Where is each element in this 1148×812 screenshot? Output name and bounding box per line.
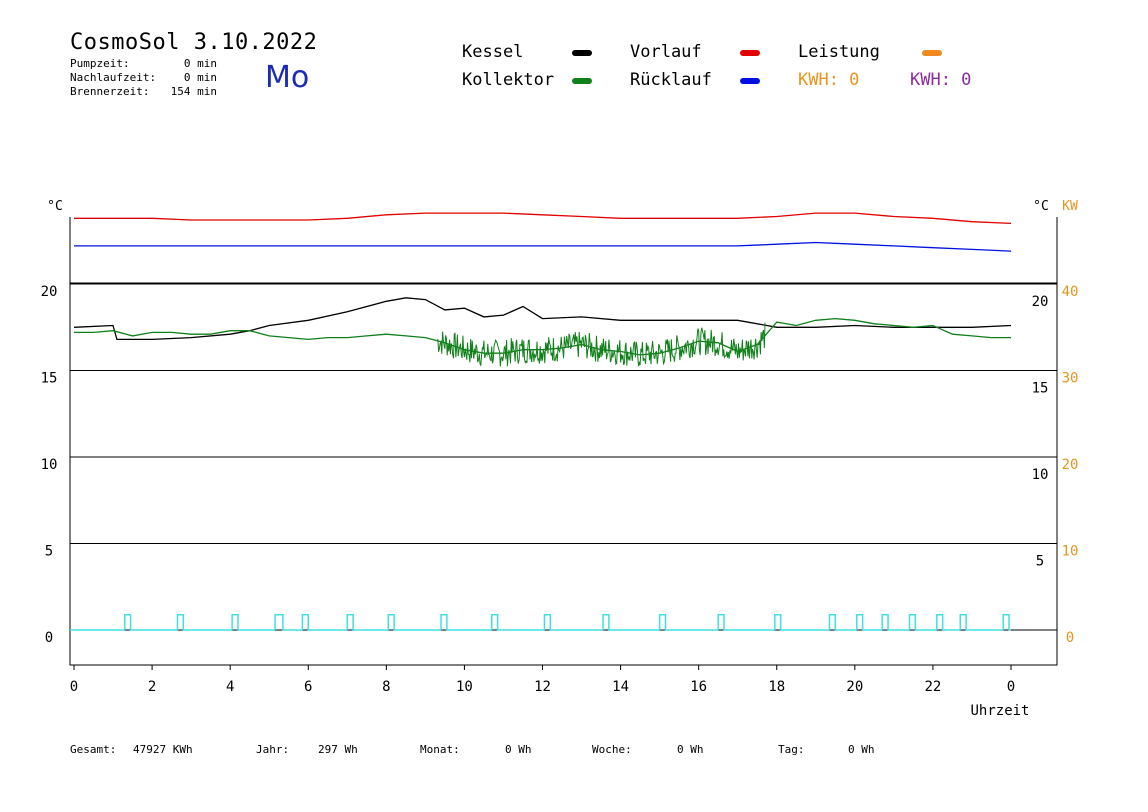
footer-label-monat: Monat:	[420, 743, 460, 756]
x-tick-label: 14	[612, 679, 629, 695]
left-tick-label: 10	[41, 457, 58, 473]
kw-tick-label: 0	[1066, 630, 1074, 646]
x-tick-label: 20	[846, 679, 863, 695]
series-line-vorlauf	[74, 212, 1012, 225]
pulse-mark	[774, 613, 830, 631]
x-tick-label: 4	[226, 679, 234, 695]
x-tick-label: 12	[534, 679, 551, 695]
right-tick-label: 20	[1032, 294, 1049, 310]
footer-label-jahr: Jahr:	[256, 743, 290, 756]
x-axis-label: Uhrzeit	[970, 703, 1029, 719]
pulse-mark	[1002, 613, 1011, 631]
x-tick-label: 22	[924, 679, 941, 695]
pulse-mark	[881, 613, 910, 631]
pulse-mark	[301, 613, 348, 631]
legend-swatch-kessel	[572, 50, 592, 56]
pulse-mark	[828, 613, 857, 631]
x-tick-label: 0	[1007, 679, 1015, 695]
footer-value-monat: 0 Wh	[505, 743, 532, 756]
page-title: CosmoSol 3.10.2022	[70, 30, 318, 55]
info-value-brennerzeit: 154 min	[170, 85, 217, 98]
pulse-mark	[658, 613, 719, 631]
legend-swatch-ruecklauf	[740, 78, 760, 84]
pulse-mark	[602, 613, 660, 631]
series-line-rücklauf	[74, 241, 1012, 252]
legend-swatch-leistung	[922, 50, 942, 56]
x-tick-label: 6	[304, 679, 312, 695]
kw-tick-label: 10	[1062, 544, 1079, 560]
pulse-mark	[856, 613, 883, 631]
series-line-kollektor	[74, 317, 1011, 356]
x-tick-label: 8	[382, 679, 390, 695]
right-axis-unit-c: °C	[1033, 199, 1049, 214]
pulse-mark	[908, 613, 937, 631]
left-axis-unit: °C	[47, 199, 63, 214]
right-tick-label: 15	[1032, 381, 1049, 397]
footer-value-tag: 0 Wh	[848, 743, 875, 756]
footer-label-woche: Woche:	[592, 743, 632, 756]
info-label-nachlaufzeit: Nachlaufzeit:	[70, 71, 157, 84]
x-tick-label: 16	[690, 679, 707, 695]
legend-swatch-vorlauf	[740, 50, 760, 56]
info-value-pumpzeit: 0 min	[183, 57, 217, 70]
footer-label-gesamt: Gesamt:	[70, 743, 117, 756]
series-line-kessel	[73, 297, 1012, 341]
legend-label-leistung: Leistung	[798, 42, 880, 62]
right-tick-label: 5	[1036, 554, 1044, 570]
footer-label-tag: Tag:	[778, 743, 805, 756]
pulse-mark	[959, 613, 1004, 631]
pulse-mark	[936, 613, 961, 631]
kw-tick-label: 40	[1062, 284, 1079, 300]
info-label-brennerzeit: Brennerzeit:	[70, 85, 150, 98]
kwh-label-orange: KWH: 0	[798, 70, 860, 90]
info-label-pumpzeit: Pumpzeit:	[70, 57, 130, 70]
info-value-nachlaufzeit: 0 min	[183, 71, 217, 84]
x-tick-label: 0	[70, 679, 78, 695]
right-tick-label: 10	[1032, 467, 1049, 483]
weekday-label: Mo	[265, 60, 310, 95]
pulse-mark	[543, 613, 604, 631]
x-tick-label: 10	[456, 679, 473, 695]
left-tick-label: 0	[45, 630, 53, 646]
pulse-mark	[274, 613, 303, 631]
legend-label-vorlauf: Vorlauf	[630, 42, 702, 62]
footer-value-jahr: 297 Wh	[318, 743, 358, 756]
legend-label-ruecklauf: Rücklauf	[630, 70, 712, 90]
left-tick-label: 20	[41, 284, 58, 300]
x-tick-label: 2	[148, 679, 156, 695]
pulse-mark	[231, 613, 276, 631]
kw-tick-label: 30	[1062, 371, 1079, 387]
legend-label-kessel: Kessel	[462, 42, 524, 62]
legend-label-kollektor: Kollektor	[462, 70, 555, 90]
pulse-mark	[387, 613, 441, 631]
pulse-mark	[346, 613, 389, 631]
pulse-mark	[124, 613, 178, 631]
legend-swatch-kollektor	[572, 78, 592, 84]
plot-frame	[69, 217, 1058, 666]
collector-noise-line	[436, 322, 766, 367]
pulse-mark	[717, 613, 775, 631]
right-axis-unit-kw: KW	[1062, 199, 1078, 214]
pulse-mark	[490, 613, 545, 631]
kw-tick-label: 20	[1062, 457, 1079, 473]
left-tick-label: 15	[41, 371, 58, 387]
footer-value-woche: 0 Wh	[677, 743, 704, 756]
kwh-label-purple: KWH: 0	[910, 70, 972, 90]
x-tick-label: 18	[768, 679, 785, 695]
pulse-mark	[440, 613, 492, 631]
pulse-mark	[176, 613, 233, 631]
footer-value-gesamt: 47927 KWh	[133, 743, 193, 756]
left-tick-label: 5	[45, 544, 53, 560]
